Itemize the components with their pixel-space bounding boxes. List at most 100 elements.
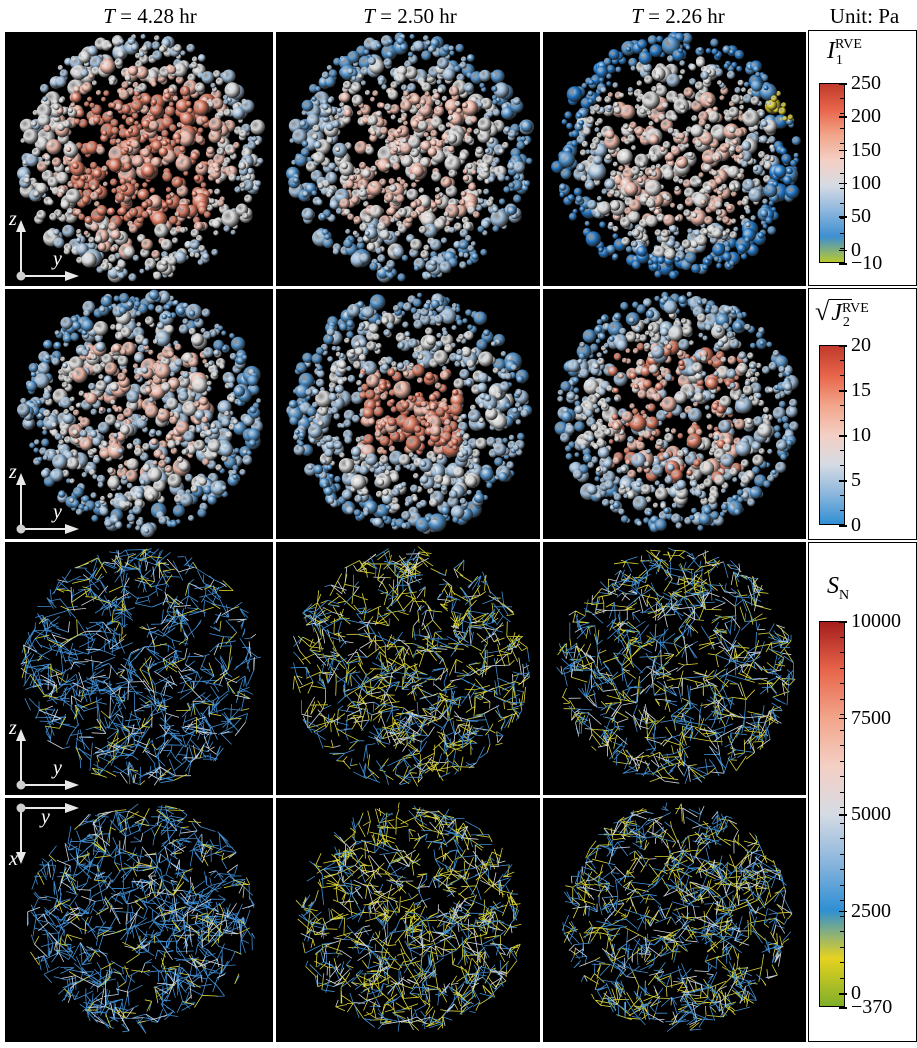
- particle: [153, 271, 162, 280]
- particle: [462, 168, 469, 174]
- particle: [222, 94, 229, 100]
- particle: [701, 298, 708, 305]
- particle: [257, 157, 264, 165]
- particle: [53, 237, 65, 249]
- particle: [745, 208, 751, 215]
- column-header-1: T = 4.28 hr: [40, 4, 260, 29]
- particle: [28, 362, 39, 373]
- particle: [161, 313, 168, 320]
- particle: [95, 335, 103, 343]
- particle: [391, 497, 399, 505]
- particle: [590, 424, 598, 432]
- particle: [430, 299, 440, 309]
- particle: [443, 211, 449, 217]
- particle: [168, 101, 174, 107]
- particle: [44, 154, 51, 161]
- particle: [230, 229, 236, 235]
- particle: [662, 141, 671, 149]
- particle: [453, 65, 461, 73]
- particle: [199, 396, 208, 406]
- particle: [430, 259, 437, 266]
- particle: [175, 155, 192, 172]
- particle: [209, 198, 216, 204]
- particle: [354, 168, 361, 175]
- particle: [307, 464, 313, 470]
- particle: [706, 254, 714, 262]
- particle: [142, 164, 155, 178]
- particle: [581, 82, 588, 89]
- particle: [410, 484, 419, 493]
- particle: [387, 89, 399, 101]
- particle: [91, 185, 97, 191]
- particle: [445, 185, 458, 198]
- particle: [678, 246, 685, 253]
- particle: [429, 425, 442, 437]
- particle: [111, 188, 117, 194]
- particle: [424, 421, 431, 428]
- particle: [645, 215, 658, 228]
- particle: [760, 209, 769, 218]
- particle: [151, 81, 157, 88]
- particle: [119, 178, 127, 185]
- particle: [328, 473, 334, 479]
- particle: [492, 108, 501, 117]
- particle: [725, 228, 731, 234]
- particle: [29, 442, 35, 449]
- particle: [194, 82, 205, 93]
- particle: [459, 497, 467, 505]
- particle: [477, 117, 492, 132]
- axis-triad: [16, 473, 79, 534]
- particle: [87, 96, 93, 102]
- particle: [84, 216, 93, 224]
- particle: [110, 119, 119, 127]
- particle: [359, 253, 370, 264]
- particle: [426, 335, 437, 346]
- particle: [136, 322, 142, 328]
- particle: [513, 194, 522, 203]
- particle: [781, 153, 792, 164]
- particle: [89, 430, 98, 438]
- particle: [149, 187, 156, 194]
- particle: [242, 455, 253, 465]
- particle: [418, 205, 426, 213]
- particle: [325, 439, 336, 450]
- particle: [506, 205, 517, 216]
- particle: [386, 322, 394, 330]
- particle: [384, 103, 392, 111]
- particle: [392, 146, 399, 152]
- particle: [459, 261, 467, 269]
- particle: [620, 104, 636, 120]
- particle: [436, 483, 442, 489]
- particle: [288, 399, 298, 409]
- particle: [232, 464, 239, 471]
- particle: [479, 82, 485, 89]
- particle: [765, 216, 773, 224]
- particle: [194, 252, 200, 259]
- particle: [655, 163, 661, 169]
- particle: [705, 48, 712, 54]
- particle: [467, 245, 475, 252]
- particle: [361, 453, 367, 459]
- particle: [596, 352, 603, 358]
- particle: [217, 199, 225, 207]
- particle: [313, 464, 324, 475]
- particle: [354, 494, 363, 503]
- particle: [358, 325, 364, 332]
- particle: [327, 497, 335, 504]
- particle: [444, 344, 453, 353]
- particle: [390, 217, 396, 223]
- particle: [245, 174, 252, 180]
- particle: [375, 490, 383, 498]
- particle: [759, 111, 765, 118]
- particle: [145, 386, 152, 394]
- particle: [17, 403, 31, 417]
- particle: [412, 496, 419, 502]
- particle: [397, 207, 407, 217]
- particle: [691, 115, 698, 122]
- particle: [595, 338, 601, 344]
- particle: [342, 376, 348, 382]
- particle: [448, 489, 458, 499]
- particle: [363, 201, 369, 207]
- particle: [425, 371, 434, 381]
- particle: [187, 73, 196, 82]
